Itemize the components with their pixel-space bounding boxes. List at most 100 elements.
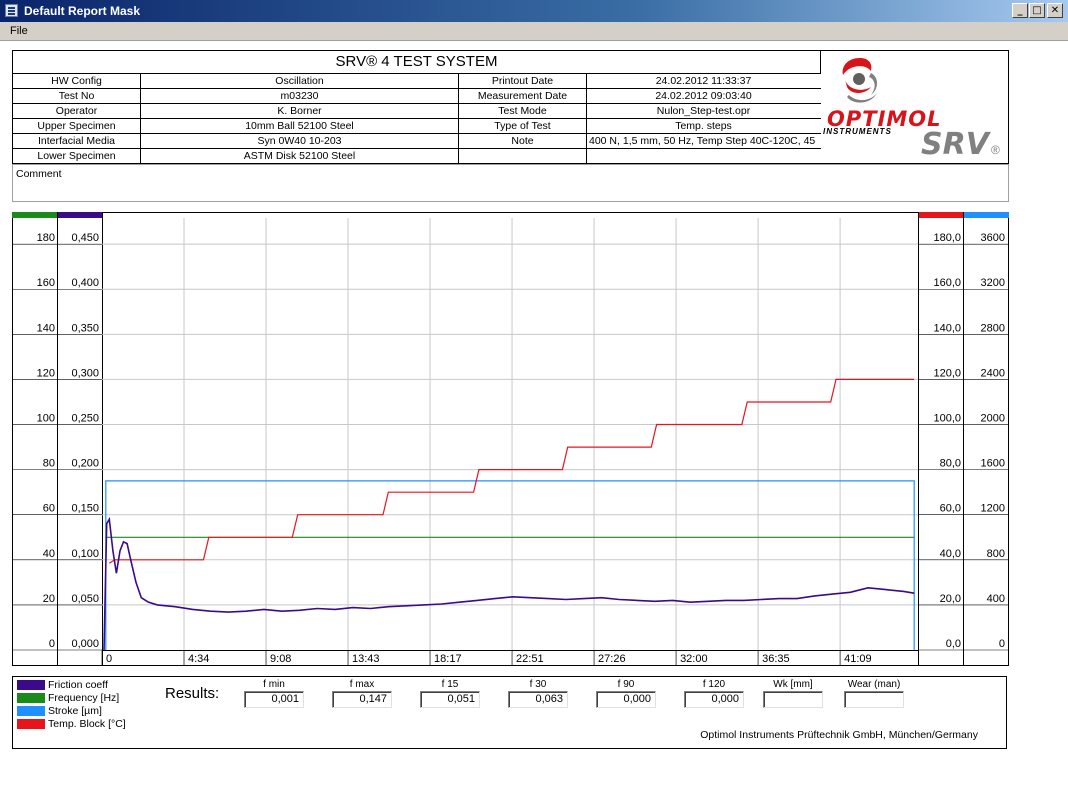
y-tick-label: 0 — [49, 638, 55, 650]
x-tick-label: 32:00 — [680, 653, 708, 665]
y-tick-label: 400 — [987, 593, 1005, 605]
y-tick-label: 180,0 — [933, 232, 961, 244]
result-label: Wear (man) — [847, 679, 901, 690]
x-tick-label: 13:43 — [352, 653, 380, 665]
result-value[interactable]: 0,000 — [684, 691, 744, 708]
field-label: HW Config — [13, 74, 141, 89]
field-value: ASTM Disk 52100 Steel — [141, 149, 459, 164]
result-value[interactable]: 0,001 — [244, 691, 304, 708]
y-tick-label: 1600 — [981, 458, 1005, 470]
y-tick-label: 0 — [999, 638, 1005, 650]
y-tick-label: 20 — [43, 593, 55, 605]
field-label: Upper Specimen — [13, 119, 141, 134]
field-label: Test No — [13, 89, 141, 104]
y-tick-label: 0,0 — [946, 638, 961, 650]
x-tick-label: 18:17 — [434, 653, 462, 665]
y-tick-label: 3200 — [981, 277, 1005, 289]
field-value: Syn 0W40 10-203 — [141, 134, 459, 149]
y-tick-label: 120 — [37, 367, 55, 379]
optimol-logo: OPTIMOL INSTRUMENTS SRV ® — [821, 51, 1009, 163]
info-row: Interfacial Media Syn 0W40 10-203 Note 400 … — [13, 134, 821, 149]
legend-label: Frequency [Hz] — [48, 692, 120, 704]
comment-label: Comment — [16, 168, 62, 180]
result-label: f 120 — [702, 679, 726, 690]
y-tick-label: 140 — [37, 322, 55, 334]
y-tick-label: 60,0 — [940, 503, 961, 515]
close-button[interactable]: ✕ — [1047, 3, 1063, 18]
x-tick-label: 0 — [106, 653, 112, 665]
chart-area: 0 0,000 0,0 0 20 0,050 20,0 400 40 0,100 40,0 800 60… — [12, 212, 1009, 667]
y-tick-label: 0,200 — [71, 458, 99, 470]
window-title: Default Report Mask — [24, 4, 141, 18]
y-tick-label: 160 — [37, 277, 55, 289]
results-title: Results: — [165, 685, 220, 702]
logo-registered: ® — [991, 143, 1000, 157]
result-label: f min — [263, 679, 285, 690]
field-value: Oscillation — [141, 74, 459, 89]
y-tick-label: 120,0 — [933, 367, 961, 379]
result-value[interactable]: 0,000 — [596, 691, 656, 708]
maximize-button[interactable]: □ — [1029, 3, 1045, 18]
info-row: Upper Specimen 10mm Ball 52100 Steel Type … — [13, 119, 821, 134]
comment-box[interactable]: Comment — [12, 164, 1009, 202]
info-row: Operator K. Borner Test Mode Nulon_Step-tes… — [13, 104, 821, 119]
y-tick-label: 0,150 — [71, 503, 99, 515]
system-title: SRV® 4 TEST SYSTEM — [13, 51, 821, 74]
result-label: f max — [349, 679, 375, 690]
legend: Friction coeff Frequency [Hz] Stroke [µm] T… — [12, 676, 159, 749]
y-tick-label: 0,000 — [71, 638, 99, 650]
field-value: 400 N, 1,5 mm, 50 Hz, Temp Step 40C-120C… — [589, 135, 816, 147]
x-tick-label: 4:34 — [188, 653, 209, 665]
result-label: f 90 — [617, 679, 635, 690]
result-label: f 15 — [441, 679, 459, 690]
result-value[interactable] — [763, 691, 823, 708]
y-tick-label: 100,0 — [933, 413, 961, 425]
axis-color-bar — [919, 212, 963, 218]
legend-swatch — [17, 693, 45, 703]
minimize-button[interactable]: _ — [1012, 3, 1028, 18]
y-tick-label: 0,450 — [71, 232, 99, 244]
field-label: Operator — [13, 104, 141, 119]
legend-swatch — [17, 680, 45, 690]
y-tick-label: 20,0 — [940, 593, 961, 605]
field-value: 24.02.2012 09:03:40 — [655, 90, 752, 102]
series-line — [108, 378, 915, 564]
y-tick-label: 2800 — [981, 322, 1005, 334]
y-tick-label: 800 — [987, 548, 1005, 560]
y-tick-label: 180 — [37, 232, 55, 244]
result-value[interactable]: 0,147 — [332, 691, 392, 708]
series-line — [103, 516, 915, 651]
chart-frame — [12, 212, 1009, 666]
result-value[interactable]: 0,051 — [420, 691, 480, 708]
y-tick-label: 100 — [37, 413, 55, 425]
y-tick-label: 3600 — [981, 232, 1005, 244]
info-row: Lower Specimen ASTM Disk 52100 Steel — [13, 149, 821, 164]
axis-color-bar — [12, 212, 57, 218]
y-tick-label: 0,100 — [71, 548, 99, 560]
y-tick-label: 0,300 — [71, 367, 99, 379]
y-tick-label: 2400 — [981, 367, 1005, 379]
company-name: Optimol Instruments Prüftechnik GmbH, Mü… — [700, 729, 978, 741]
y-tick-label: 0,250 — [71, 413, 99, 425]
y-tick-label: 140,0 — [933, 322, 961, 334]
y-tick-label: 0,350 — [71, 322, 99, 334]
x-tick-label: 41:09 — [844, 653, 872, 665]
window-title-bar[interactable]: Default Report Mask _ □ ✕ — [0, 0, 1068, 22]
field-label: Lower Specimen — [13, 149, 141, 164]
x-tick-label: 22:51 — [516, 653, 544, 665]
y-tick-label: 2000 — [981, 413, 1005, 425]
legend-label: Friction coeff — [48, 679, 108, 691]
field-value: 24.02.2012 11:33:37 — [655, 75, 752, 87]
app-icon[interactable] — [5, 4, 18, 17]
axis-color-bar — [58, 212, 102, 218]
logo-sub: INSTRUMENTS — [823, 127, 892, 136]
field-label: Type of Test — [459, 119, 587, 134]
result-value[interactable] — [844, 691, 904, 708]
result-value[interactable]: 0,063 — [508, 691, 568, 708]
y-tick-label: 0,400 — [71, 277, 99, 289]
x-tick-label: 27:26 — [598, 653, 626, 665]
field-value: m03230 — [141, 89, 459, 104]
menu-file[interactable]: File — [10, 25, 28, 37]
info-row: HW Config Oscillation Printout Date 24.02.2… — [13, 74, 821, 89]
